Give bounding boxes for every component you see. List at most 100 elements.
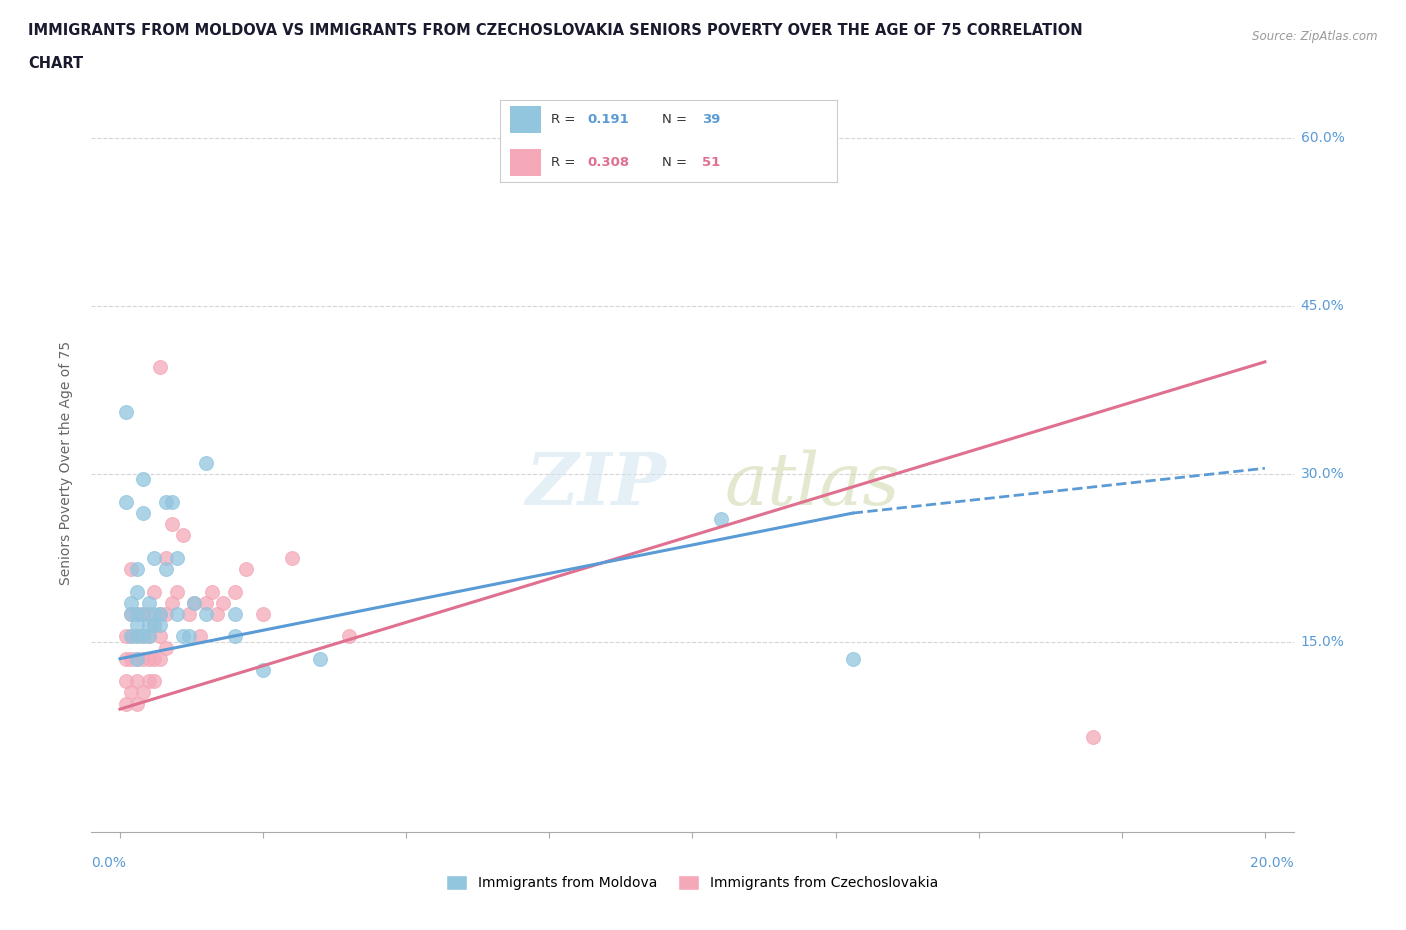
Point [114, 629, 136, 644]
Point [114, 673, 136, 688]
Point [188, 629, 211, 644]
Point [155, 562, 177, 577]
Point [160, 495, 183, 510]
Point [143, 673, 166, 688]
Point [132, 629, 155, 644]
Point [127, 606, 149, 621]
Point [841, 651, 863, 666]
Legend: Immigrants from Moldova, Immigrants from Czechoslovakia: Immigrants from Moldova, Immigrants from… [440, 870, 945, 896]
Point [132, 472, 155, 487]
Point [166, 606, 188, 621]
Point [224, 584, 246, 599]
Point [1083, 730, 1105, 745]
Point [149, 651, 172, 666]
Point [120, 651, 143, 666]
Point [155, 640, 177, 655]
Text: 30.0%: 30.0% [1301, 467, 1344, 481]
Y-axis label: Seniors Poverty Over the Age of 75: Seniors Poverty Over the Age of 75 [59, 340, 73, 585]
Point [138, 618, 160, 632]
Point [120, 595, 143, 610]
Point [132, 506, 155, 521]
Point [138, 629, 160, 644]
Point [114, 405, 136, 419]
Point [127, 651, 149, 666]
Point [138, 595, 160, 610]
Point [149, 360, 172, 375]
Point [143, 651, 166, 666]
Point [252, 606, 274, 621]
Text: Source: ZipAtlas.com: Source: ZipAtlas.com [1253, 30, 1378, 43]
Point [155, 551, 177, 565]
Point [132, 606, 155, 621]
Point [224, 606, 246, 621]
Text: IMMIGRANTS FROM MOLDOVA VS IMMIGRANTS FROM CZECHOSLOVAKIA SENIORS POVERTY OVER T: IMMIGRANTS FROM MOLDOVA VS IMMIGRANTS FR… [28, 23, 1083, 38]
Point [138, 673, 160, 688]
Point [127, 629, 149, 644]
Point [710, 512, 733, 526]
Point [132, 606, 155, 621]
Point [127, 651, 149, 666]
Point [120, 684, 143, 699]
Point [138, 651, 160, 666]
Point [194, 606, 217, 621]
Point [155, 606, 177, 621]
Point [177, 606, 200, 621]
Point [212, 595, 235, 610]
Point [183, 595, 205, 610]
Point [138, 606, 160, 621]
Point [172, 528, 194, 543]
Text: atlas: atlas [725, 449, 900, 520]
Point [127, 696, 149, 711]
Point [160, 517, 183, 532]
Point [143, 618, 166, 632]
Point [143, 551, 166, 565]
Point [132, 651, 155, 666]
Point [143, 584, 166, 599]
Text: CHART: CHART [28, 56, 83, 71]
Point [120, 629, 143, 644]
Point [132, 629, 155, 644]
Point [194, 595, 217, 610]
Text: 20.0%: 20.0% [1250, 856, 1294, 870]
Point [235, 562, 257, 577]
Point [172, 629, 194, 644]
Point [337, 629, 360, 644]
Point [177, 629, 200, 644]
Point [166, 551, 188, 565]
Point [143, 618, 166, 632]
Point [143, 606, 166, 621]
Point [132, 684, 155, 699]
Point [127, 562, 149, 577]
Point [114, 651, 136, 666]
Point [120, 606, 143, 621]
Point [149, 629, 172, 644]
Point [149, 618, 172, 632]
Point [127, 606, 149, 621]
Point [155, 495, 177, 510]
Text: 0.0%: 0.0% [91, 856, 127, 870]
Point [120, 606, 143, 621]
Point [114, 495, 136, 510]
Point [127, 584, 149, 599]
Point [149, 606, 172, 621]
Point [166, 584, 188, 599]
Point [252, 662, 274, 677]
Point [160, 595, 183, 610]
Point [114, 696, 136, 711]
Point [280, 551, 302, 565]
Point [120, 629, 143, 644]
Point [149, 606, 172, 621]
Point [127, 673, 149, 688]
Point [200, 584, 222, 599]
Text: ZIP: ZIP [526, 449, 666, 521]
Text: 60.0%: 60.0% [1301, 131, 1344, 145]
Text: 45.0%: 45.0% [1301, 299, 1344, 312]
Point [224, 629, 246, 644]
Point [194, 455, 217, 470]
Point [127, 618, 149, 632]
Point [138, 629, 160, 644]
Point [127, 629, 149, 644]
Text: 15.0%: 15.0% [1301, 635, 1344, 649]
Point [309, 651, 332, 666]
Point [207, 606, 229, 621]
